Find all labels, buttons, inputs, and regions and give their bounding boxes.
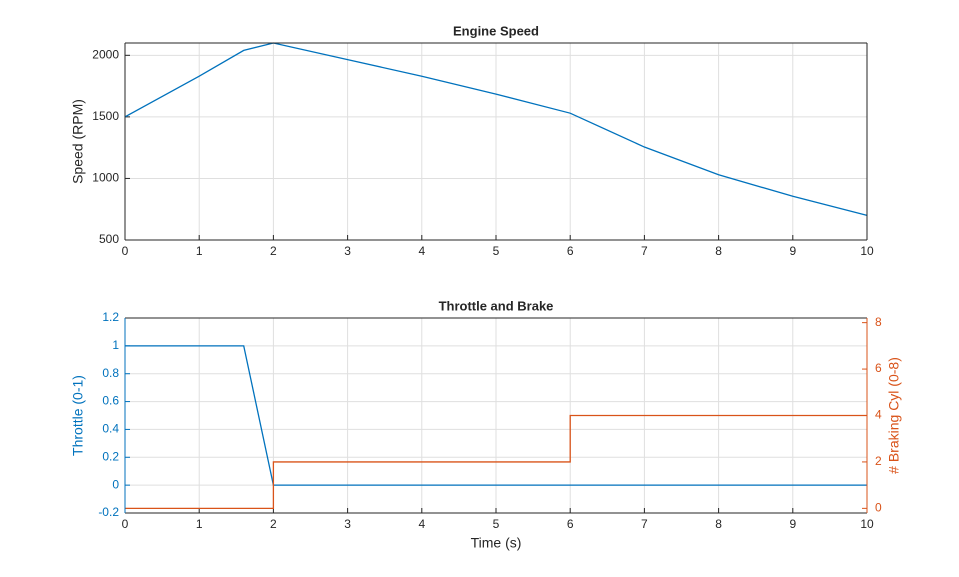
- y2-tick-label: 2: [875, 454, 882, 468]
- x-tick-label: 1: [196, 517, 203, 531]
- y-axis-label: Speed (RPM): [70, 99, 86, 184]
- x-tick-label: 6: [567, 517, 574, 531]
- y-tick-label: -0.2: [98, 505, 119, 519]
- x-tick-label: 4: [418, 517, 425, 531]
- x-tick-label: 5: [493, 517, 500, 531]
- x-tick-label: 6: [567, 244, 574, 258]
- series-line: [125, 345, 867, 486]
- y2-axis-label: # Braking Cyl (0-8): [886, 357, 902, 474]
- x-tick-label: 5: [493, 244, 500, 258]
- y2-tick-label: 4: [875, 408, 882, 422]
- x-tick-label: 9: [789, 244, 796, 258]
- x-tick-label: 0: [122, 244, 129, 258]
- y-tick-label: 1500: [92, 109, 119, 123]
- x-tick-label: 2: [270, 517, 277, 531]
- chart-title: Throttle and Brake: [439, 298, 554, 313]
- x-tick-label: 3: [344, 517, 351, 531]
- x-tick-label: 7: [641, 244, 648, 258]
- x-tick-label: 2: [270, 244, 277, 258]
- y-tick-label: 0.6: [102, 394, 119, 408]
- y-tick-label: 0: [112, 477, 119, 491]
- x-tick-label: 10: [860, 244, 874, 258]
- y-tick-label: 0.8: [102, 366, 119, 380]
- y-tick-label: 0.4: [102, 422, 119, 436]
- series-line: [124, 42, 868, 217]
- x-tick-label: 4: [418, 244, 425, 258]
- y-axis-label: Throttle (0-1): [70, 375, 86, 456]
- y2-tick-label: 6: [875, 361, 882, 375]
- y-tick-label: 2000: [92, 47, 119, 61]
- y2-tick-label: 8: [875, 315, 882, 329]
- y-tick-label: 1000: [92, 171, 119, 185]
- chart-title: Engine Speed: [453, 23, 539, 38]
- x-axis-label: Time (s): [471, 535, 522, 551]
- x-tick-label: 7: [641, 517, 648, 531]
- y-tick-label: 1: [112, 338, 119, 352]
- y-tick-label: 500: [99, 232, 119, 246]
- x-tick-label: 1: [196, 244, 203, 258]
- x-tick-label: 3: [344, 244, 351, 258]
- y-tick-label: 1.2: [102, 310, 119, 324]
- x-tick-label: 9: [789, 517, 796, 531]
- y2-tick-label: 0: [875, 501, 882, 515]
- y-tick-label: 0.2: [102, 449, 119, 463]
- x-tick-label: 10: [860, 517, 874, 531]
- series-line: [125, 414, 867, 510]
- x-tick-label: 8: [715, 517, 722, 531]
- x-tick-label: 8: [715, 244, 722, 258]
- x-tick-label: 0: [122, 517, 129, 531]
